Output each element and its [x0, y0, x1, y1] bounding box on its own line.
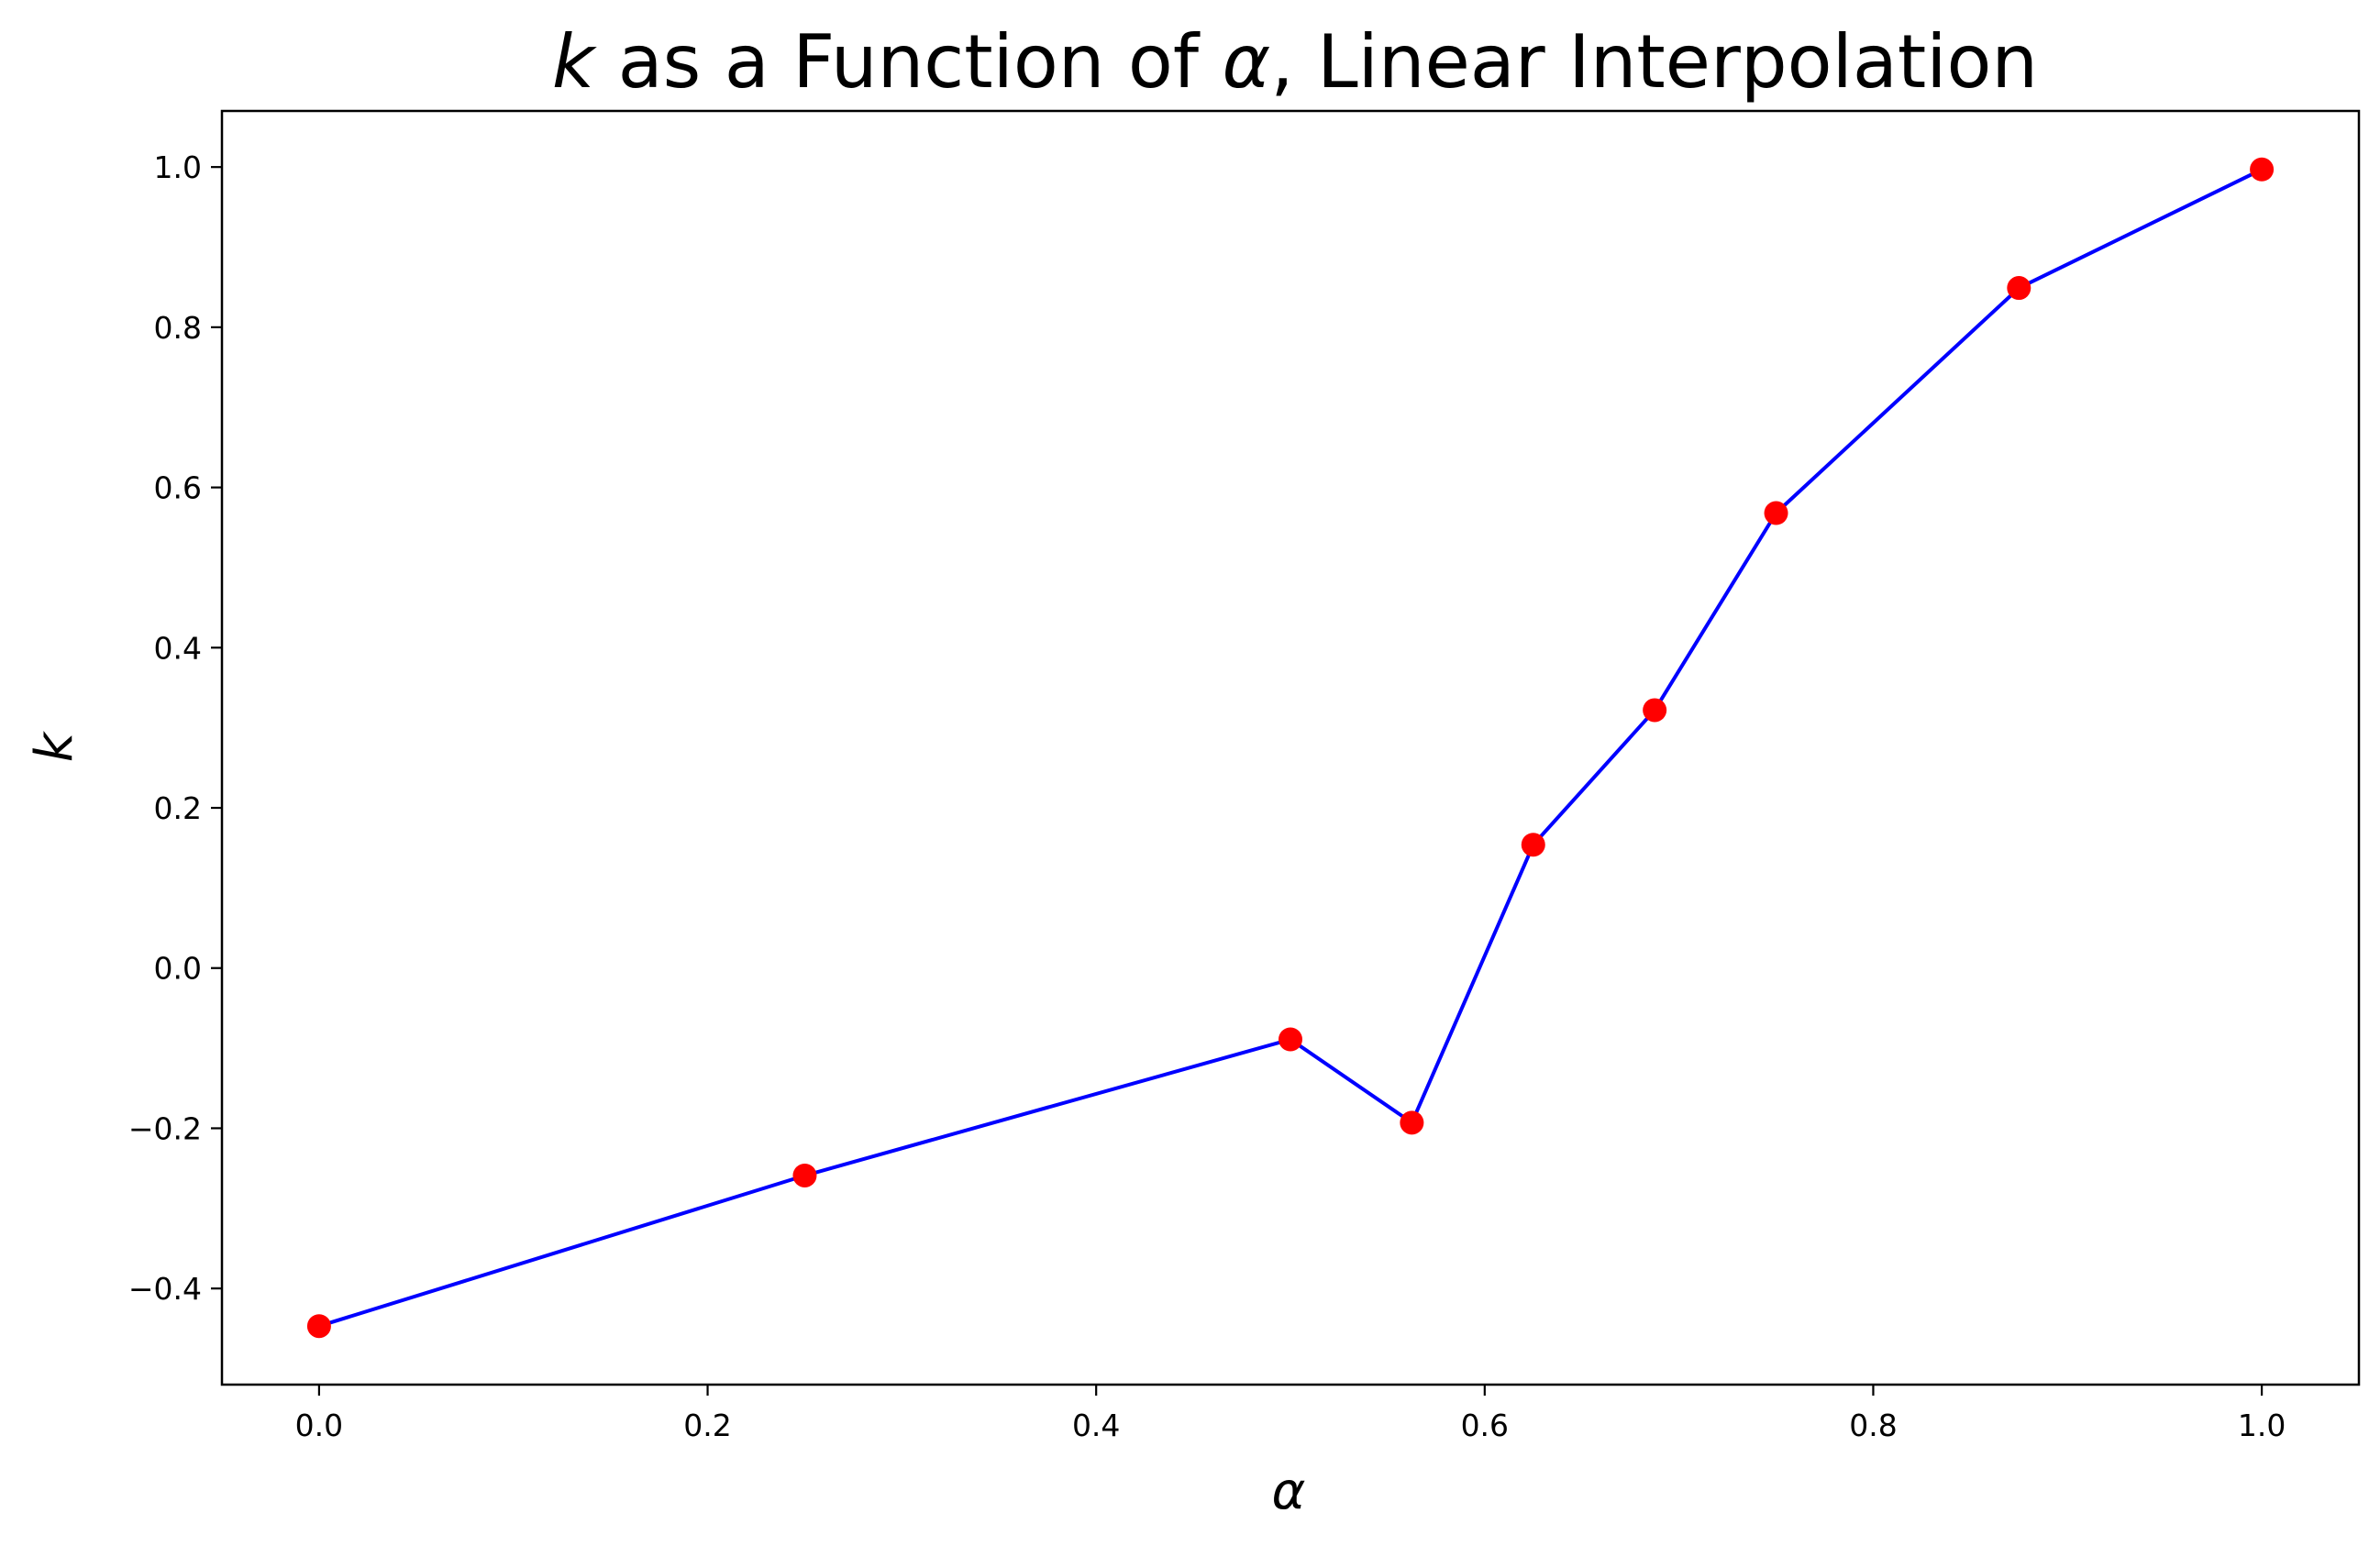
- y-tick-label: −0.2: [128, 1110, 202, 1146]
- y-tick-label: 0.0: [154, 951, 202, 987]
- x-axis-ticks: 0.0 0.2 0.4 0.6 0.8 1.0: [295, 1385, 2286, 1443]
- data-point: [1643, 698, 1667, 723]
- title-variable-k: k: [552, 19, 597, 105]
- data-point: [792, 1163, 817, 1187]
- y-tick-label: 1.0: [154, 149, 202, 185]
- y-axis-label: k: [25, 730, 84, 762]
- data-point: [306, 1314, 331, 1339]
- series-layer: [306, 157, 2275, 1339]
- y-tick-label: 0.6: [154, 470, 202, 506]
- data-point: [1279, 1027, 1302, 1052]
- chart-title: k as a Function of α, Linear Interpolati…: [552, 19, 2038, 105]
- title-variable-alpha: α: [1222, 19, 1270, 105]
- y-tick-label: 0.4: [154, 630, 202, 666]
- y-tick-label: 0.2: [154, 790, 202, 826]
- x-tick-label: 1.0: [2238, 1408, 2286, 1443]
- x-tick-label: 0.2: [683, 1408, 731, 1443]
- data-point: [1764, 501, 1788, 525]
- data-point: [1400, 1110, 1424, 1135]
- plot-frame: [220, 109, 2361, 1386]
- x-tick-label: 0.6: [1461, 1408, 1509, 1443]
- title-text-1: as a Function of: [594, 19, 1222, 105]
- y-tick-label: −0.4: [128, 1271, 202, 1307]
- y-tick-label: 0.8: [154, 310, 202, 346]
- data-point: [2250, 157, 2275, 182]
- x-axis-label: α: [1272, 1462, 1306, 1521]
- x-tick-label: 0.4: [1072, 1408, 1120, 1443]
- data-point: [1521, 833, 1545, 857]
- x-tick-label: 0.8: [1849, 1408, 1897, 1443]
- x-tick-label: 0.0: [295, 1408, 343, 1443]
- title-text-2: , Linear Interpolation: [1270, 19, 2038, 105]
- data-point: [2007, 276, 2031, 301]
- y-axis-ticks: −0.4 −0.2 0.0 0.2 0.4 0.6 0.8 1.0: [128, 149, 222, 1307]
